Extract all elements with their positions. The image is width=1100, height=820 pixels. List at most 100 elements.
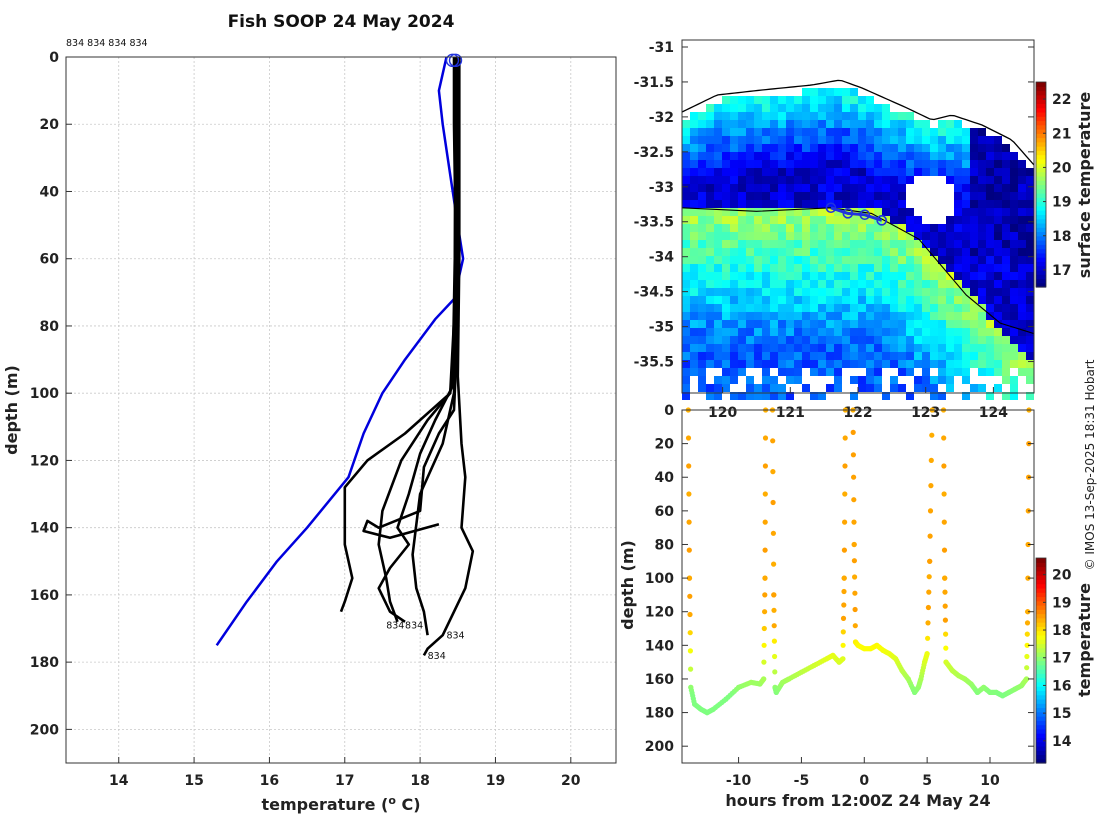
sst-cell xyxy=(842,120,850,128)
sst-cell xyxy=(690,272,698,280)
land-cell xyxy=(722,48,730,56)
map-xtick-label: 120 xyxy=(708,405,737,421)
land-cell xyxy=(946,40,954,48)
sst-cell xyxy=(970,296,978,304)
sst-cell xyxy=(834,280,842,288)
sst-cell xyxy=(826,104,834,112)
sst-cell xyxy=(810,176,818,184)
section-point xyxy=(762,463,769,469)
sst-cell xyxy=(842,88,850,96)
sst-cell xyxy=(746,376,754,384)
section-ytick-label: 40 xyxy=(655,470,675,486)
sst-cell xyxy=(834,264,842,272)
sst-cell xyxy=(1002,144,1010,152)
sst-cell xyxy=(922,192,930,200)
sst-cell xyxy=(994,224,1002,232)
sst-cell xyxy=(778,128,786,136)
sst-cell xyxy=(882,136,890,144)
sst-cell xyxy=(842,368,850,376)
profile-ytick-label: 140 xyxy=(30,521,59,537)
sst-cell xyxy=(898,352,906,360)
sst-cell xyxy=(1010,200,1018,208)
sst-cell xyxy=(690,320,698,328)
land-cell xyxy=(906,40,914,48)
sst-cell xyxy=(738,368,746,376)
sst-cell xyxy=(714,336,722,344)
land-cell xyxy=(842,72,850,80)
sst-cell xyxy=(826,112,834,120)
land-cell xyxy=(882,72,890,80)
land-cell xyxy=(826,40,834,48)
land-cell xyxy=(1002,72,1010,80)
colorbar-segment xyxy=(1036,634,1046,640)
land-cell xyxy=(818,80,826,88)
sst-cell xyxy=(794,312,802,320)
sst-cell xyxy=(994,208,1002,216)
sst-cell xyxy=(906,160,914,168)
sst-cell xyxy=(722,240,730,248)
sst-cell xyxy=(762,392,770,400)
land-cell xyxy=(826,48,834,56)
sst-cell xyxy=(994,232,1002,240)
sst-cell xyxy=(994,200,1002,208)
sst-cell xyxy=(978,256,986,264)
sst-cell xyxy=(826,248,834,256)
land-cell xyxy=(978,120,986,128)
sst-cell xyxy=(1010,160,1018,168)
sst-cell xyxy=(1002,248,1010,256)
sst-cell xyxy=(986,192,994,200)
sst-cell xyxy=(954,136,962,144)
sst-cell xyxy=(778,200,786,208)
sst-cell xyxy=(690,392,698,400)
sst-cell xyxy=(746,336,754,344)
sst-cell xyxy=(874,392,882,400)
sst-cell xyxy=(898,264,906,272)
sst-cell xyxy=(922,296,930,304)
sst-cell xyxy=(730,376,738,384)
sst-cell xyxy=(690,184,698,192)
land-cell xyxy=(938,112,946,120)
land-cell xyxy=(682,48,690,56)
sst-cell xyxy=(690,128,698,136)
sst-cell xyxy=(890,120,898,128)
sst-cell xyxy=(898,368,906,376)
colorbar-segment xyxy=(1036,639,1046,645)
sst-cell xyxy=(778,160,786,168)
map-xtick-label: 121 xyxy=(776,405,805,421)
sst-cell xyxy=(786,264,794,272)
sst-cell xyxy=(946,328,954,336)
sst-cell xyxy=(698,168,706,176)
sst-cell xyxy=(898,208,906,216)
sst-cell xyxy=(706,152,714,160)
sst-cell xyxy=(946,264,954,272)
sst-cell xyxy=(946,360,954,368)
sst-cell xyxy=(762,336,770,344)
sst-cell xyxy=(690,352,698,360)
sst-cell xyxy=(866,168,874,176)
sst-cell xyxy=(1010,152,1018,160)
sst-cell xyxy=(738,296,746,304)
section-point xyxy=(687,630,693,636)
sst-cell xyxy=(962,384,970,392)
section-point xyxy=(851,541,857,548)
sst-cell xyxy=(746,392,754,400)
colorbar-segment xyxy=(1036,167,1046,173)
land-cell xyxy=(962,80,970,88)
section-point xyxy=(686,519,692,525)
sst-cell xyxy=(890,304,898,312)
sst-cell xyxy=(930,192,938,200)
sst-cell xyxy=(994,192,1002,200)
sst-cell xyxy=(858,176,866,184)
sst-cell xyxy=(970,304,978,312)
sst-cell xyxy=(882,272,890,280)
colorbar-segment xyxy=(1036,218,1046,224)
colorbar-segment xyxy=(1036,673,1046,679)
profile-ylabel: depth (m) xyxy=(2,365,21,455)
sst-cell xyxy=(786,272,794,280)
sst-cell xyxy=(778,216,786,224)
sst-cell xyxy=(778,320,786,328)
sst-cell xyxy=(818,344,826,352)
sst-cell xyxy=(930,360,938,368)
sst-cell xyxy=(914,264,922,272)
profile-ytick-label: 0 xyxy=(49,50,59,66)
